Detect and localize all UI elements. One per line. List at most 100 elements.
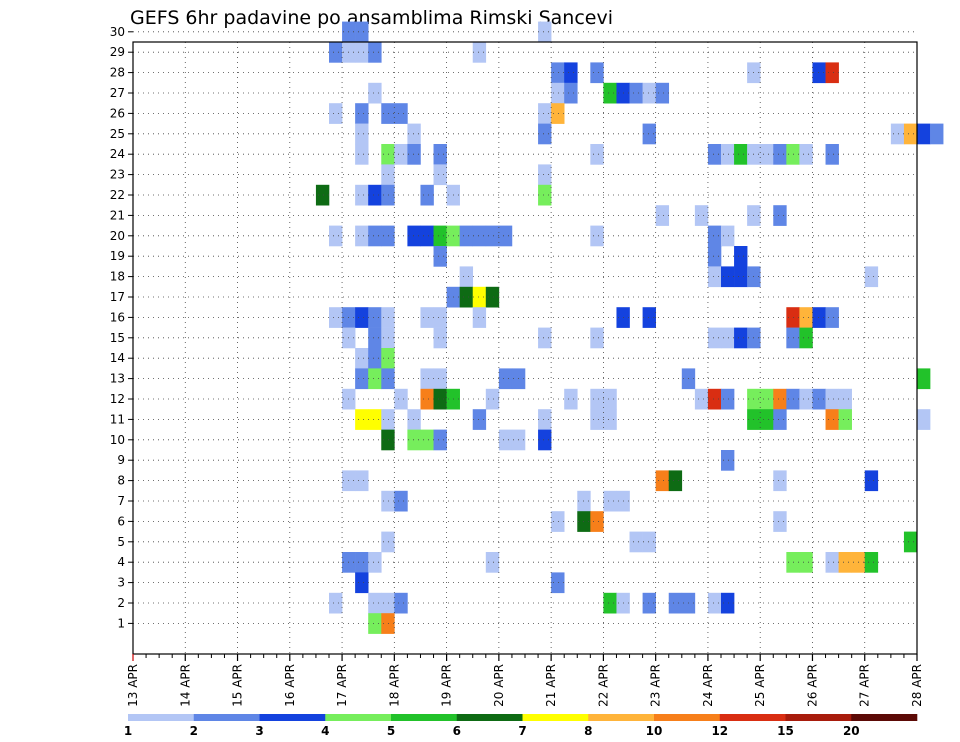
- legend-label: 7: [518, 724, 526, 738]
- heat-cell: [917, 123, 931, 145]
- heat-cell: [721, 144, 735, 165]
- heat-cell: [433, 164, 447, 186]
- heat-cell: [707, 144, 722, 165]
- heat-cell: [459, 225, 474, 247]
- y-tick-label: 5: [117, 535, 125, 549]
- heat-cell: [368, 592, 382, 614]
- heat-cell: [394, 103, 408, 124]
- heat-cell: [329, 225, 343, 247]
- legend-swatch: [654, 714, 721, 721]
- heat-cell: [799, 552, 813, 573]
- heat-cell: [368, 82, 382, 104]
- heat-cell: [329, 592, 343, 614]
- heat-cell: [538, 103, 552, 124]
- heat-cell: [538, 429, 552, 451]
- x-tick-label: 26 APR: [806, 664, 820, 707]
- heat-cell: [799, 327, 813, 349]
- heat-cell: [799, 307, 813, 328]
- heat-cell: [472, 225, 487, 247]
- heat-cell: [329, 307, 343, 328]
- heat-cell: [668, 592, 683, 614]
- heat-cell: [538, 21, 552, 43]
- heat-cell: [472, 42, 487, 63]
- heat-cell: [903, 531, 918, 553]
- y-tick-label: 10: [110, 433, 125, 447]
- heat-cell: [368, 225, 382, 247]
- grid-layer: [133, 31, 917, 654]
- y-tick-label: 24: [110, 147, 125, 161]
- x-axis: 13 APR 14 APR 15 APR 16 APR 17 APR 18 APR 19 A…: [126, 654, 924, 707]
- heat-cell: [864, 552, 879, 573]
- heat-cell: [394, 144, 408, 165]
- heat-cell: [760, 409, 774, 430]
- heat-cell: [381, 327, 395, 349]
- heat-cell: [825, 552, 839, 573]
- heat-cell: [498, 368, 513, 390]
- legend: 1 2 3 4 5 6 7 8 10 12 15 20: [124, 714, 918, 738]
- x-tick-label: 24 APR: [701, 664, 715, 707]
- heat-cell: [603, 490, 617, 512]
- heat-cell: [368, 42, 382, 63]
- heat-cell: [538, 327, 552, 349]
- x-tick-label: 13 APR: [126, 664, 140, 707]
- heat-cell: [590, 388, 604, 410]
- heat-cell: [864, 470, 879, 492]
- heat-cell: [381, 531, 395, 553]
- heat-cell: [564, 388, 578, 410]
- heat-cell: [381, 368, 395, 390]
- heat-cell: [590, 511, 604, 532]
- heat-cell: [734, 246, 748, 267]
- legend-label: 4: [321, 724, 329, 738]
- legend-label: 15: [777, 724, 794, 738]
- y-tick-label: 19: [110, 249, 125, 263]
- legend-swatch: [259, 714, 326, 721]
- heat-cell: [381, 164, 395, 186]
- y-tick-label: 12: [110, 392, 125, 406]
- heat-cell: [721, 266, 735, 288]
- heat-cell: [734, 266, 748, 288]
- heat-cell: [433, 307, 447, 328]
- heat-cell: [721, 225, 735, 247]
- heat-cell: [538, 123, 552, 145]
- heat-cell: [603, 409, 617, 430]
- heat-cell: [707, 266, 722, 288]
- heat-cell: [551, 572, 565, 594]
- heat-cell: [694, 388, 709, 410]
- heat-cell: [472, 307, 487, 328]
- heat-cell: [355, 225, 369, 247]
- heat-cell: [485, 388, 500, 410]
- heat-cell: [381, 348, 395, 369]
- heat-cell: [603, 82, 617, 104]
- heat-cell: [917, 368, 931, 390]
- y-tick-label: 13: [110, 372, 125, 386]
- heat-cell: [381, 592, 395, 614]
- heat-cell: [773, 144, 787, 165]
- heat-cell: [407, 123, 421, 145]
- heat-cell: [381, 429, 395, 451]
- y-tick-label: 27: [110, 86, 125, 100]
- heat-cell: [381, 409, 395, 430]
- y-tick-label: 28: [110, 66, 125, 80]
- y-tick-label: 14: [110, 351, 125, 365]
- heat-cell: [825, 388, 839, 410]
- heat-cell: [551, 62, 565, 84]
- heat-cell: [603, 592, 617, 614]
- legend-swatch: [193, 714, 260, 721]
- heat-cell: [433, 225, 447, 247]
- heat-cell: [590, 327, 604, 349]
- heat-cell: [707, 388, 722, 410]
- y-tick-label: 26: [110, 106, 125, 120]
- heat-cell: [590, 409, 604, 430]
- chart-title: GEFS 6hr padavine po ansamblima Rimski S…: [130, 7, 613, 29]
- heat-cell: [368, 327, 382, 349]
- heat-cell: [381, 144, 395, 165]
- y-tick-label: 15: [110, 331, 125, 345]
- heat-cell: [590, 225, 604, 247]
- heat-cell: [799, 144, 813, 165]
- heat-cell: [707, 225, 722, 247]
- y-tick-label: 2: [117, 596, 125, 610]
- heat-cell: [355, 42, 369, 63]
- heat-cell: [355, 307, 369, 328]
- heat-cell: [812, 307, 826, 328]
- heat-cell: [498, 429, 513, 451]
